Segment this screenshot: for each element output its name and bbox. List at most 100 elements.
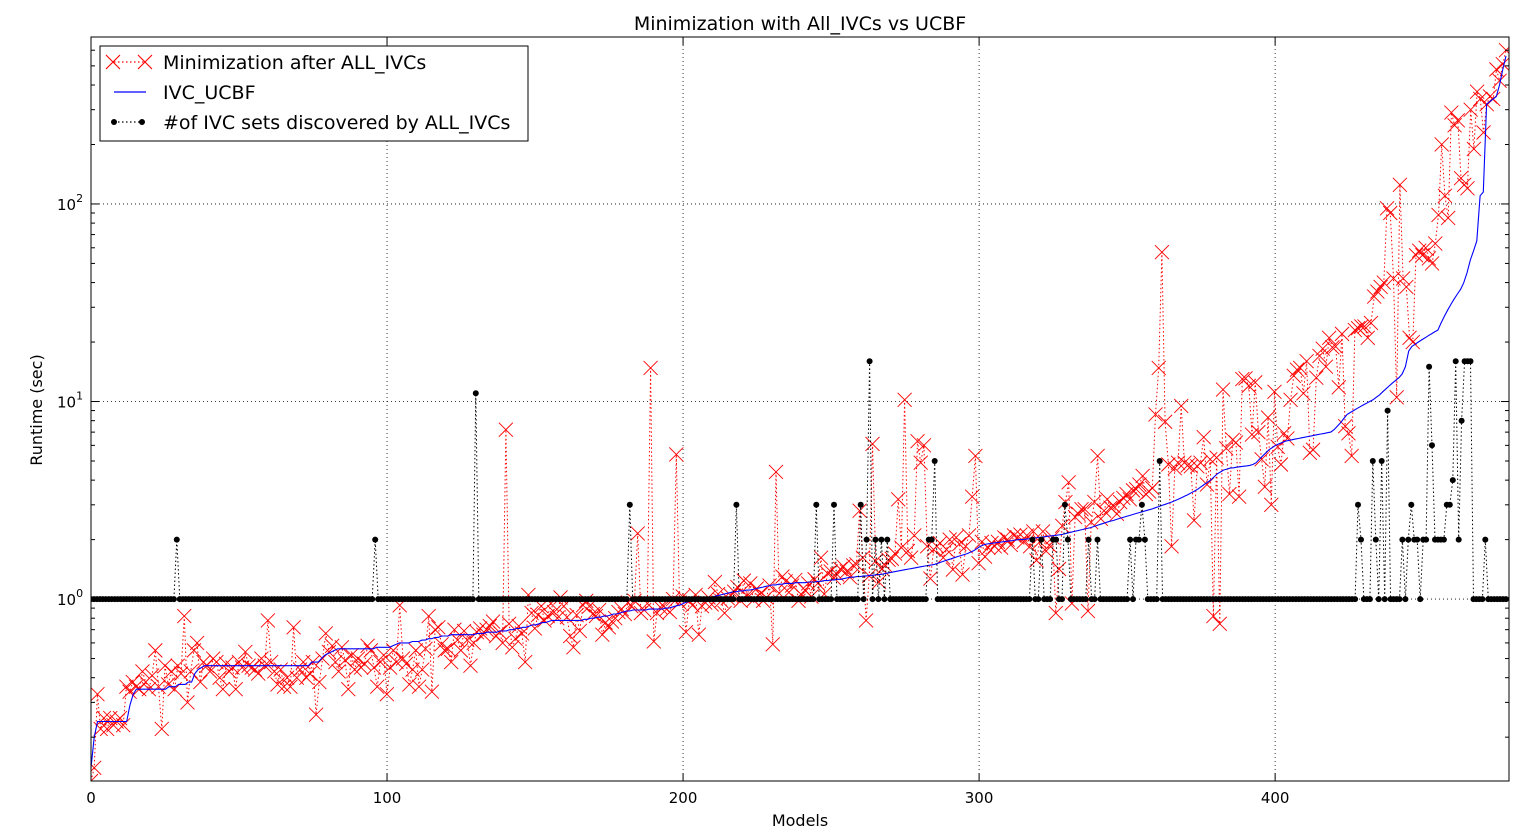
minimization-point: [807, 571, 822, 587]
minimization-point: [1308, 370, 1324, 386]
minimization-point: [820, 566, 835, 581]
minimization-point: [318, 626, 334, 641]
minimization-point: [707, 574, 723, 590]
minimization-point: [1431, 207, 1446, 223]
minimization-point: [778, 574, 793, 589]
minimization-point: [324, 638, 340, 654]
minimization-point: [858, 613, 874, 628]
minimization-point: [1492, 73, 1507, 89]
minimization-point: [668, 447, 684, 462]
ivc-sets-point: [928, 536, 935, 543]
minimization-point: [1238, 371, 1253, 386]
series-ivc-ucbf: [91, 55, 1507, 768]
minimization-point: [170, 658, 186, 674]
minimization-point: [424, 684, 440, 699]
ivc-sets-point: [869, 596, 876, 603]
minimization-point: [1254, 451, 1269, 467]
minimization-point: [148, 643, 163, 658]
minimization-point: [923, 571, 938, 586]
ivc-sets-point: [1352, 596, 1359, 603]
minimization-point: [128, 679, 144, 695]
legend-entry-ucbf: IVC_UCBF: [114, 82, 256, 104]
minimization-point: [1376, 275, 1392, 290]
minimization-point: [1260, 410, 1276, 425]
minimization-point: [1382, 205, 1398, 221]
legend-marker-x-1: [105, 54, 121, 70]
minimization-point: [1341, 426, 1356, 441]
ivc-sets-point: [1452, 358, 1459, 365]
minimization-point: [382, 660, 398, 675]
ivc-sets-point: [1458, 417, 1465, 424]
minimization-point: [1424, 256, 1440, 271]
x-tick-label: 200: [669, 789, 698, 807]
ivc-sets-point: [173, 536, 180, 543]
minimization-point: [742, 576, 758, 591]
series-ivc-sets-discovered: [91, 358, 1509, 603]
minimization-point: [1379, 201, 1395, 216]
ivc-sets-point: [1479, 596, 1486, 603]
ivc-sets-point: [884, 536, 891, 543]
minimization-point: [164, 664, 179, 679]
minimization-point: [340, 681, 356, 697]
minimization-point: [646, 634, 662, 649]
minimization-point: [1054, 518, 1070, 534]
y-tick-exponent: 2: [76, 192, 83, 205]
ivc-sets-point: [733, 501, 740, 508]
minimization-point: [1022, 538, 1038, 554]
minimization-point: [1440, 210, 1456, 226]
minimization-point: [151, 679, 166, 695]
minimization-point: [411, 679, 427, 695]
legend-entry-minimization: Minimization after ALL_IVCs: [105, 52, 426, 74]
minimization-point: [1161, 457, 1176, 472]
minimization-point: [373, 654, 388, 670]
y-tick-base: 10: [57, 196, 76, 214]
minimization-point: [1402, 330, 1417, 346]
minimization-point: [463, 658, 478, 674]
minimization-point: [1460, 180, 1475, 196]
minimization-point: [977, 549, 993, 564]
minimization-point: [440, 641, 456, 657]
minimization-point: [495, 635, 510, 651]
ivc-sets-point: [469, 596, 476, 603]
grid-layer: [91, 37, 1509, 781]
legend-entry-ivc-sets: #of IVC sets discovered by ALL_IVCs: [111, 112, 510, 134]
minimization-point: [537, 613, 552, 628]
minimization-point: [437, 643, 453, 658]
minimization-point: [643, 360, 658, 376]
minimization-point: [1405, 334, 1421, 350]
ivc-sets-point: [1372, 536, 1379, 543]
minimization-point: [328, 654, 343, 670]
minimization-point: [91, 686, 105, 702]
minimization-point: [1337, 418, 1353, 434]
minimization-point: [617, 606, 633, 622]
ivc-sets-point: [1396, 596, 1403, 603]
minimization-point: [1048, 605, 1064, 621]
minimization-point: [215, 681, 231, 697]
minimization-point: [1447, 118, 1462, 133]
minimization-point: [202, 664, 218, 679]
minimization-point: [1334, 326, 1350, 342]
minimization-point: [942, 532, 957, 547]
minimization-point: [1360, 330, 1376, 346]
minimization-point: [1228, 435, 1244, 450]
ivc-sets-point: [872, 536, 879, 543]
minimization-point: [1167, 460, 1183, 476]
ivc-sets-point: [1378, 458, 1385, 464]
minimization-point: [1154, 244, 1170, 260]
minimization-point: [678, 624, 694, 640]
minimization-point: [308, 707, 324, 722]
ivc-sets-point: [1136, 536, 1142, 543]
minimization-point: [1312, 348, 1327, 364]
minimization-point: [1463, 102, 1478, 118]
minimization-point: [1222, 486, 1237, 502]
ivc-sets-point: [1414, 536, 1421, 543]
minimization-point: [1344, 448, 1359, 464]
minimization-point: [466, 635, 482, 651]
minimization-point: [1087, 494, 1102, 510]
minimization-point: [1399, 279, 1414, 295]
minimization-point: [1289, 362, 1305, 377]
ivc-sets-point: [863, 536, 870, 543]
minimization-point: [1299, 353, 1314, 369]
minimization-point: [96, 710, 112, 726]
